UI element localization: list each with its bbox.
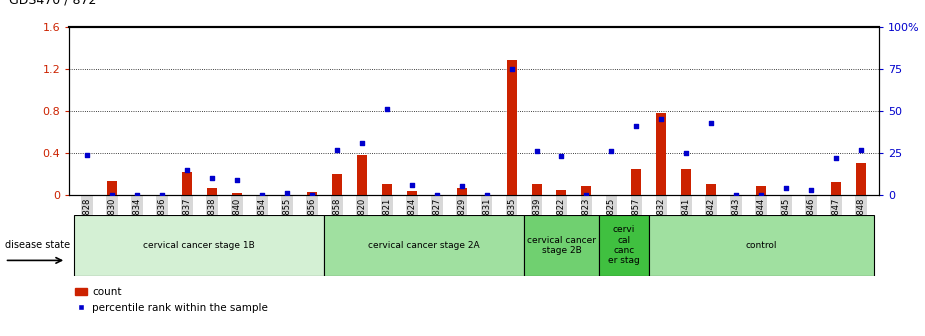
Point [404, 182, 419, 187]
Point [105, 192, 119, 198]
Bar [599, 215, 649, 276]
Bar [457, 187, 466, 195]
Point [354, 140, 369, 145]
Bar [832, 182, 841, 195]
Point [779, 185, 794, 191]
Point [204, 175, 219, 181]
Bar [507, 60, 516, 195]
Legend: count, percentile rank within the sample: count, percentile rank within the sample [75, 288, 268, 313]
Point [579, 192, 594, 198]
Point [80, 152, 94, 157]
Point [704, 120, 719, 125]
Bar [557, 190, 566, 195]
Bar [582, 186, 591, 195]
Point [479, 192, 494, 198]
Bar [532, 184, 541, 195]
Point [679, 150, 694, 156]
Text: disease state: disease state [5, 240, 69, 250]
Point [729, 192, 744, 198]
Bar [524, 215, 599, 276]
Bar [357, 155, 366, 195]
Point [829, 155, 844, 161]
Point [179, 167, 194, 172]
Point [429, 192, 444, 198]
Point [804, 187, 819, 193]
Point [554, 154, 569, 159]
Text: GDS470 / 872: GDS470 / 872 [8, 0, 96, 7]
Point [854, 147, 869, 152]
Bar [182, 172, 191, 195]
Text: cervi
cal
canc
er stag: cervi cal canc er stag [608, 225, 640, 265]
Point [130, 192, 144, 198]
Point [604, 149, 619, 154]
Bar [707, 184, 716, 195]
Point [329, 147, 344, 152]
Bar [107, 181, 117, 195]
Bar [324, 215, 524, 276]
Point [229, 177, 244, 182]
Bar [307, 192, 316, 195]
Bar [657, 113, 666, 195]
Point [279, 191, 294, 196]
Bar [407, 191, 416, 195]
Bar [332, 174, 341, 195]
Point [654, 117, 669, 122]
Bar [649, 215, 874, 276]
Text: cervical cancer stage 2A: cervical cancer stage 2A [368, 241, 480, 250]
Text: cervical cancer stage 1B: cervical cancer stage 1B [143, 241, 255, 250]
Point [254, 192, 269, 198]
Text: cervical cancer
stage 2B: cervical cancer stage 2B [527, 236, 596, 255]
Point [504, 66, 519, 72]
Point [529, 149, 544, 154]
Text: control: control [746, 241, 777, 250]
Bar [207, 187, 216, 195]
Bar [74, 215, 324, 276]
Point [154, 192, 169, 198]
Point [629, 123, 644, 129]
Bar [232, 193, 241, 195]
Bar [857, 163, 866, 195]
Bar [682, 169, 691, 195]
Bar [632, 169, 641, 195]
Point [754, 192, 769, 198]
Bar [382, 184, 391, 195]
Point [304, 192, 319, 198]
Point [454, 184, 469, 189]
Bar [757, 186, 766, 195]
Point [379, 107, 394, 112]
